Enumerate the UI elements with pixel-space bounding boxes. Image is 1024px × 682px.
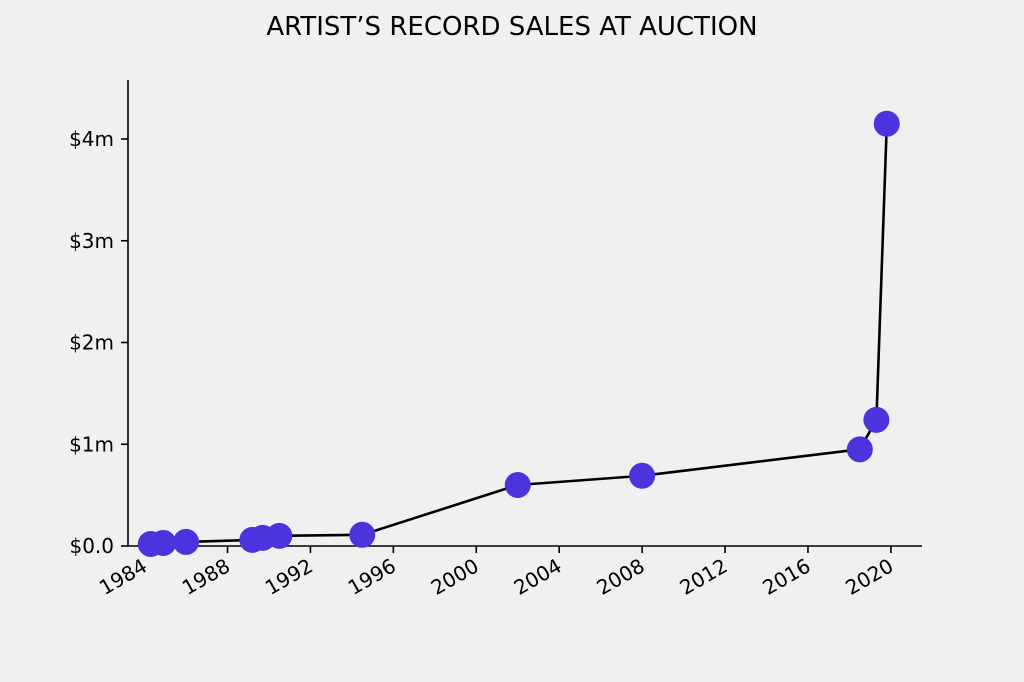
data-point <box>504 471 531 498</box>
data-point <box>863 406 890 433</box>
plot-area <box>137 110 900 557</box>
x-tick-label: 2020 <box>841 554 897 600</box>
x-tick-label: 1988 <box>178 554 234 600</box>
y-ticks: $0.0 $1m $2m $3m $4m <box>69 127 128 558</box>
x-tick-label: 2004 <box>510 554 566 600</box>
y-tick-label: $2m <box>69 331 114 355</box>
y-tick-label: $0.0 <box>69 534 114 558</box>
data-point <box>846 436 873 463</box>
data-point <box>150 529 177 556</box>
x-tick-label: 1984 <box>95 554 151 600</box>
data-point <box>173 528 200 555</box>
x-tick-label: 2016 <box>758 554 814 600</box>
data-point <box>873 110 900 137</box>
y-tick-label: $1m <box>69 432 114 456</box>
chart-title: ARTIST’S RECORD SALES AT AUCTION <box>266 12 757 42</box>
data-point <box>266 522 293 549</box>
y-tick-label: $3m <box>69 229 114 253</box>
data-point <box>349 521 376 548</box>
data-point <box>629 462 656 489</box>
x-tick-label: 1996 <box>344 554 400 600</box>
x-ticks: 1984 1988 1992 1996 2000 2004 2008 2012 2016 2020 <box>95 546 897 600</box>
x-tick-label: 2012 <box>675 554 731 600</box>
x-tick-label: 2008 <box>593 554 649 600</box>
y-tick-label: $4m <box>69 127 114 151</box>
x-tick-label: 1992 <box>261 554 317 600</box>
x-tick-label: 2000 <box>427 554 483 600</box>
